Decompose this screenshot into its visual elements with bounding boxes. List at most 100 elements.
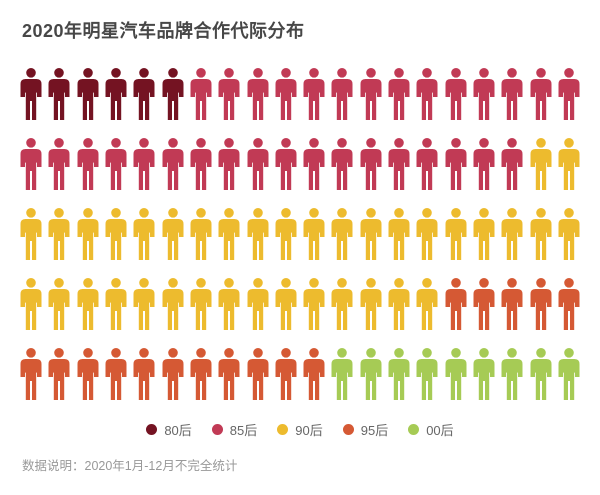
legend-label: 80后 xyxy=(164,422,192,438)
person-icon xyxy=(105,138,127,190)
person-icon xyxy=(530,348,552,400)
legend-dot-icon xyxy=(408,423,420,435)
person-icon xyxy=(445,278,467,330)
person-icon xyxy=(20,348,42,400)
person-icon xyxy=(473,138,495,190)
person-icon xyxy=(48,68,70,120)
person-icon xyxy=(501,278,523,330)
person-icon xyxy=(190,278,212,330)
legend-item[interactable]: 90后 xyxy=(277,420,323,439)
person-icon xyxy=(48,208,70,260)
person-icon xyxy=(501,348,523,400)
legend-item[interactable]: 80后 xyxy=(146,420,192,439)
person-icon xyxy=(247,138,268,190)
person-icon xyxy=(331,208,353,260)
person-icon xyxy=(558,208,580,260)
legend: 80后 85后 90后 95后 00后 xyxy=(0,420,600,438)
person-icon xyxy=(48,278,70,330)
person-icon xyxy=(303,68,325,120)
legend-dot-icon xyxy=(211,423,223,435)
legend-item[interactable]: 00后 xyxy=(408,420,454,439)
person-icon xyxy=(275,278,297,330)
person-icon xyxy=(388,138,410,190)
person-icon xyxy=(530,208,552,260)
person-icon xyxy=(105,208,127,260)
person-icon xyxy=(558,68,580,120)
person-icon xyxy=(501,138,523,190)
person-icon xyxy=(190,138,212,190)
person-icon xyxy=(247,208,268,260)
person-icon xyxy=(133,138,155,190)
person-icon xyxy=(133,348,155,400)
person-icon xyxy=(218,278,240,330)
pictogram-row xyxy=(0,138,600,208)
person-icon xyxy=(558,348,580,400)
person-icon xyxy=(530,278,552,330)
person-icon xyxy=(473,278,495,330)
person-icon xyxy=(445,348,467,400)
person-icon xyxy=(190,348,212,400)
person-icon xyxy=(445,68,467,120)
person-icon xyxy=(416,348,438,400)
person-icon xyxy=(162,208,184,260)
person-icon xyxy=(360,348,382,400)
person-icon xyxy=(303,278,325,330)
legend-label: 90后 xyxy=(295,422,323,438)
data-source-note: 数据说明：2020年1月-12月不完全统计 xyxy=(22,459,238,473)
person-icon xyxy=(416,68,438,120)
person-icon xyxy=(190,68,212,120)
person-icon xyxy=(331,348,353,400)
pictogram-row xyxy=(0,348,600,418)
legend-dot-icon xyxy=(146,423,158,435)
person-icon xyxy=(105,348,127,400)
person-icon xyxy=(48,348,70,400)
person-icon xyxy=(218,138,240,190)
legend-label: 00后 xyxy=(426,422,454,438)
person-icon xyxy=(218,68,240,120)
pictogram-grid xyxy=(0,68,600,418)
person-icon xyxy=(303,138,325,190)
person-icon xyxy=(416,138,438,190)
person-icon xyxy=(530,138,552,190)
person-icon xyxy=(501,208,523,260)
person-icon xyxy=(530,68,552,120)
person-icon xyxy=(77,278,99,330)
person-icon xyxy=(388,348,410,400)
person-icon xyxy=(20,278,42,330)
person-icon xyxy=(218,208,240,260)
person-icon xyxy=(303,348,325,400)
person-icon xyxy=(275,208,297,260)
person-icon xyxy=(360,138,382,190)
person-icon xyxy=(20,208,42,260)
person-icon xyxy=(48,138,70,190)
person-icon xyxy=(218,348,240,400)
person-icon xyxy=(558,138,580,190)
person-icon xyxy=(77,348,99,400)
pictogram-row xyxy=(0,278,600,348)
person-icon xyxy=(133,68,155,120)
person-icon xyxy=(388,68,410,120)
person-icon xyxy=(133,208,155,260)
person-icon xyxy=(388,208,410,260)
person-icon xyxy=(331,278,353,330)
legend-label: 95后 xyxy=(360,422,389,438)
person-icon xyxy=(105,68,127,120)
person-icon xyxy=(162,278,184,330)
person-icon xyxy=(190,208,212,260)
person-icon xyxy=(247,348,268,400)
person-icon xyxy=(473,208,495,260)
person-icon xyxy=(360,208,382,260)
person-icon xyxy=(473,68,495,120)
person-icon xyxy=(416,208,438,260)
legend-dot-icon xyxy=(342,423,354,435)
person-icon xyxy=(275,348,297,400)
legend-item[interactable]: 95后 xyxy=(342,420,389,439)
pictogram-row xyxy=(0,68,600,138)
person-icon xyxy=(360,278,382,330)
person-icon xyxy=(303,208,325,260)
person-icon xyxy=(473,348,495,400)
person-icon xyxy=(416,278,438,330)
person-icon xyxy=(247,278,268,330)
legend-item[interactable]: 85后 xyxy=(211,420,257,439)
